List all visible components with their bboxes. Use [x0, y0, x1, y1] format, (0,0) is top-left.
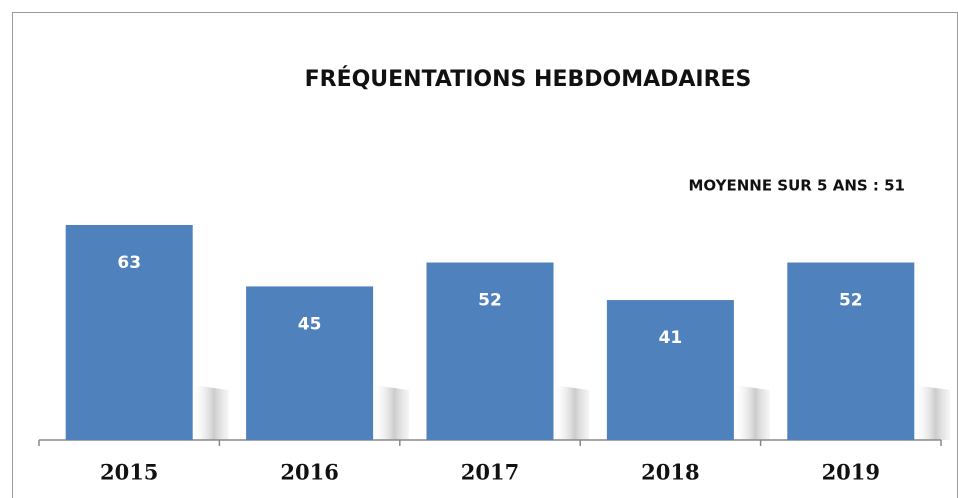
value-label: 52 [478, 291, 502, 311]
bar [787, 262, 915, 440]
bar-shadow [192, 385, 229, 440]
bar [65, 224, 193, 440]
x-tick-label: 2015 [100, 460, 158, 485]
shadows [192, 385, 951, 440]
value-label: 45 [298, 314, 322, 334]
bar [606, 300, 734, 440]
value-label: 52 [839, 291, 863, 311]
chart-title: FRÉQUENTATIONS HEBDOMADAIRES [305, 66, 752, 92]
bar-shadow [733, 385, 770, 440]
bar-shadow [372, 385, 409, 440]
value-label: 63 [117, 253, 141, 273]
x-tick-label: 2017 [461, 460, 519, 485]
x-tick-label: 2018 [641, 460, 699, 485]
bar [426, 262, 554, 440]
annotation: MOYENNE SUR 5 ANS : 51 [688, 177, 905, 195]
x-tick-label: 2019 [822, 460, 880, 485]
value-label: 41 [659, 328, 683, 348]
x-tick-label: 2016 [280, 460, 338, 485]
bar-shadow [913, 385, 951, 440]
bar [246, 286, 374, 440]
bar-shadow [553, 385, 590, 440]
